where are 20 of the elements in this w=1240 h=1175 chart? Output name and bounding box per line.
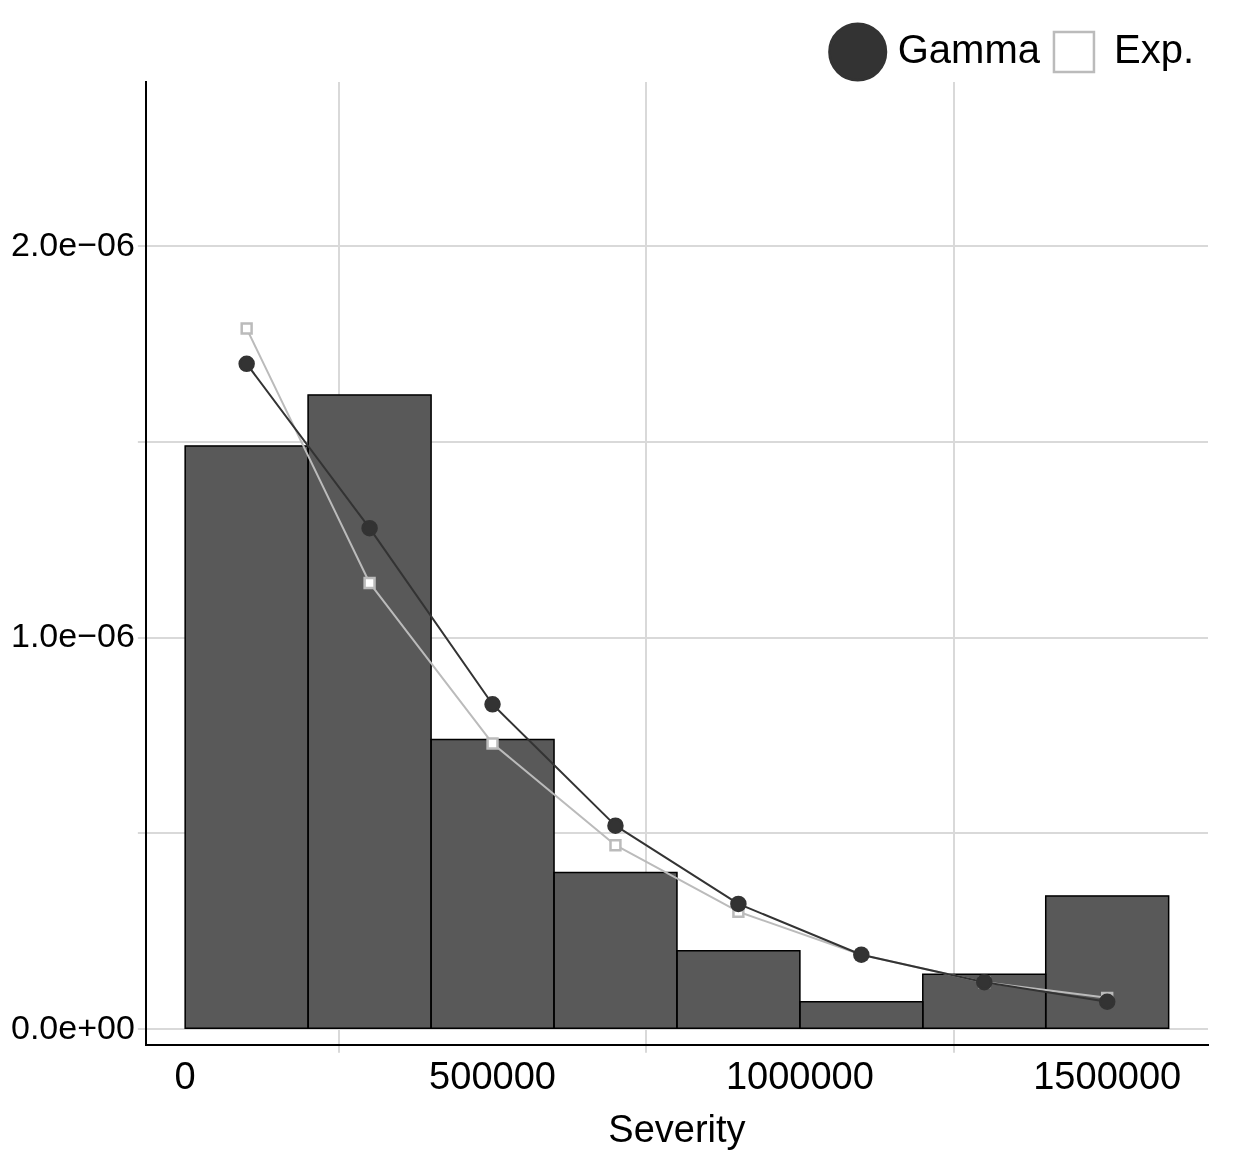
x-tick-label: 500000 bbox=[429, 1055, 556, 1098]
y-tick-label: 1.0e−06 bbox=[10, 616, 135, 655]
y-tick-label: 0.0e+00 bbox=[10, 1007, 135, 1046]
point bbox=[486, 737, 499, 750]
y-tick-label: 2.0e−06 bbox=[10, 224, 135, 263]
point bbox=[240, 322, 253, 335]
x-tick-label: 1000000 bbox=[725, 1055, 874, 1098]
point bbox=[607, 817, 624, 834]
x-tick-label: 0 bbox=[174, 1055, 196, 1098]
legend-label: Gamma bbox=[897, 27, 1041, 72]
point bbox=[609, 839, 622, 852]
point bbox=[361, 519, 378, 537]
point bbox=[363, 576, 376, 590]
point bbox=[238, 355, 255, 373]
point bbox=[730, 895, 747, 913]
legend-label: Exp. bbox=[1113, 27, 1195, 72]
point bbox=[484, 696, 501, 713]
x-axis-title: Severity bbox=[608, 1107, 746, 1150]
x-tick-label: 1500000 bbox=[1033, 1055, 1182, 1098]
point bbox=[1098, 993, 1116, 1010]
